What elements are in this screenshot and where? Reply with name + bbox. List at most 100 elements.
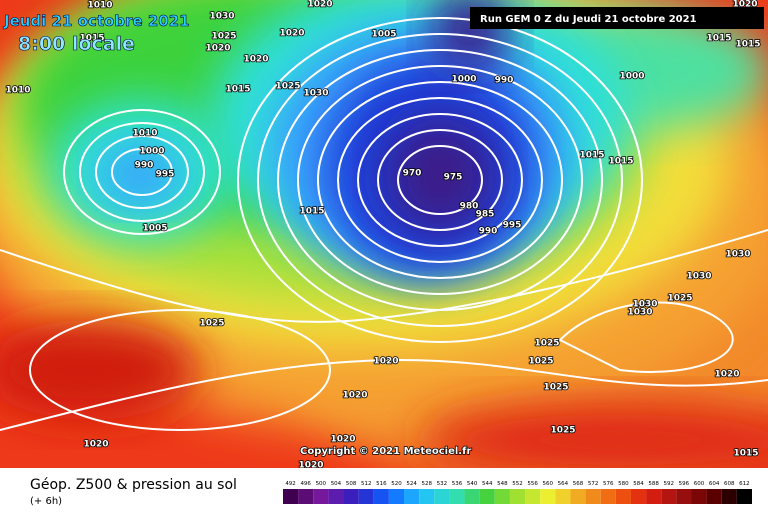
isobar <box>0 229 768 323</box>
colorbar-swatch <box>313 489 329 504</box>
colorbar-swatch <box>691 489 707 504</box>
isobar-label: 1025 <box>199 319 224 329</box>
colorbar: 492 496 500 504 508 512 516 520 524 528 532 536 540 5… <box>283 481 752 504</box>
colorbar-swatch <box>570 489 586 504</box>
isobar-label: 1005 <box>142 224 167 234</box>
colorbar-label: 532 <box>437 481 448 487</box>
isobar-label: 985 <box>476 210 495 220</box>
isobar-label: 1030 <box>632 300 657 310</box>
isobar-label: 1030 <box>303 89 328 99</box>
colorbar-label: 540 <box>467 481 478 487</box>
isobar-label: 1015 <box>299 207 324 217</box>
colorbar-label: 608 <box>724 481 735 487</box>
colorbar-swatch <box>540 489 556 504</box>
colorbar-label: 576 <box>603 481 614 487</box>
colorbar-swatch <box>404 489 420 504</box>
isobar-label: 1020 <box>330 435 355 445</box>
colorbar-label: 568 <box>573 481 584 487</box>
colorbar-label: 604 <box>709 481 720 487</box>
run-box <box>470 7 764 29</box>
isobar-label: 1025 <box>528 357 553 367</box>
field-blob <box>0 320 200 420</box>
isobar-label: 995 <box>503 221 522 231</box>
isobar-label: 1010 <box>87 1 112 11</box>
colorbar-label: 588 <box>648 481 659 487</box>
isobar-label: 1025 <box>534 339 559 349</box>
isobar-label: 1020 <box>714 370 739 380</box>
colorbar-swatch <box>615 489 631 504</box>
isobar-label: 975 <box>444 173 463 183</box>
colorbar-label: 592 <box>664 481 675 487</box>
isobar-label: 1025 <box>543 383 568 393</box>
isobar-label: 1020 <box>307 0 332 10</box>
colorbar-label: 520 <box>391 481 402 487</box>
isobar-label: 980 <box>460 202 479 212</box>
copyright: Copyright © 2021 Meteociel.fr <box>300 446 471 457</box>
colorbar-swatch <box>525 489 541 504</box>
colorbar-swatch <box>555 489 571 504</box>
isobar-label: 970 <box>403 169 422 179</box>
colorbar-label: 544 <box>482 481 493 487</box>
colorbar-label: 512 <box>361 481 372 487</box>
isobar <box>297 65 583 295</box>
isobar <box>377 129 503 231</box>
isobar-label: 1025 <box>275 82 300 92</box>
colorbar-swatch <box>343 489 359 504</box>
colorbar-label: 556 <box>527 481 538 487</box>
isobar-label: 1005 <box>371 30 396 40</box>
colorbar-swatch <box>283 489 299 504</box>
colorbar-label: 508 <box>346 481 357 487</box>
isobar-label: 1000 <box>139 147 164 157</box>
colorbar-label: 524 <box>406 481 417 487</box>
isobar-label: 1000 <box>619 72 644 82</box>
isobar-label: 1030 <box>686 272 711 282</box>
colorbar-swatch <box>676 489 692 504</box>
isobar-label: 1020 <box>373 357 398 367</box>
colorbar-label: 580 <box>618 481 629 487</box>
colorbar-label: 564 <box>558 481 569 487</box>
colorbar-swatch <box>328 489 344 504</box>
colorbar-swatch <box>509 489 526 504</box>
isobar-label: 990 <box>495 76 514 86</box>
field-blob <box>420 400 768 468</box>
colorbar-swatch <box>434 489 450 504</box>
colorbar-swatch <box>706 489 722 504</box>
isobar <box>257 33 623 327</box>
isobar-label: 990 <box>135 161 154 171</box>
colorbar-label: 496 <box>300 481 311 487</box>
colorbar-swatch <box>388 489 405 504</box>
isobar-label: 990 <box>479 227 498 237</box>
isobar <box>0 358 768 431</box>
colorbar-label: 548 <box>497 481 508 487</box>
footer-title: Géop. Z500 & pression au sol <box>30 477 237 493</box>
isobar-label: 1015 <box>579 151 604 161</box>
colorbar-label: 500 <box>316 481 327 487</box>
isobar-label: 1015 <box>735 40 760 50</box>
colorbar-swatch <box>298 489 314 504</box>
geopotential-field <box>0 0 768 468</box>
colorbar-swatch <box>736 489 752 504</box>
isobar <box>317 81 563 279</box>
footer-lead: (+ 6h) <box>30 496 62 507</box>
isobar-label: 1020 <box>243 55 268 65</box>
colorbar-label: 536 <box>452 481 463 487</box>
isobars <box>0 17 768 431</box>
colorbar-label: 504 <box>331 481 342 487</box>
isobar <box>79 122 205 222</box>
isobar-label: 1025 <box>550 426 575 436</box>
isobar-label: 1015 <box>79 34 104 44</box>
colorbar-label: 584 <box>633 481 644 487</box>
colorbar-label: 552 <box>512 481 523 487</box>
colorbar-swatch <box>661 489 677 504</box>
isobar-label: 1030 <box>725 250 750 260</box>
isobar-label: 1020 <box>732 0 757 10</box>
colorbar-swatch <box>464 489 480 504</box>
colorbar-swatch <box>373 489 389 504</box>
colorbar-label: 612 <box>739 481 750 487</box>
isobar-label: 1020 <box>298 461 323 471</box>
isobar-label: 1010 <box>5 86 30 96</box>
colorbar-label: 516 <box>376 481 387 487</box>
isobar <box>63 109 221 235</box>
